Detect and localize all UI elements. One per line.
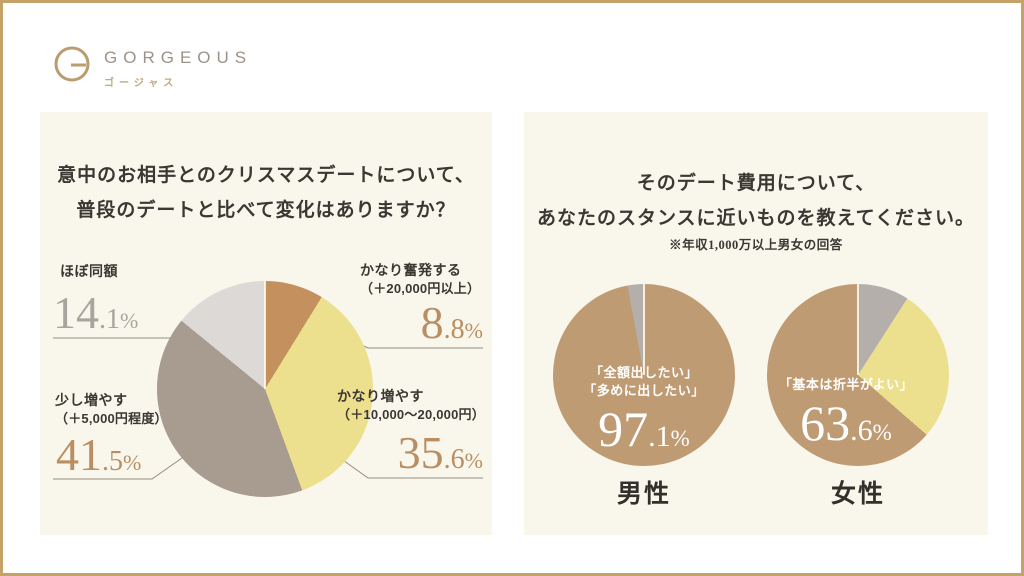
female-quote-line1: 「基本は折半がよい」 — [778, 377, 914, 392]
pie-slice-divider — [857, 284, 859, 375]
value-int: 41 — [56, 429, 102, 480]
right-title-line1: そのデート費用について、 — [636, 173, 876, 194]
callout-label: 少し増やす — [55, 392, 128, 408]
value-int: 14 — [53, 287, 99, 338]
value-int: 35 — [397, 427, 444, 478]
brand-logo: GORGEOUS ゴージャス — [52, 44, 252, 89]
callout-sublabel: （＋20,000円以上） — [360, 281, 481, 296]
christmas-date-change-panel: 意中のお相手とのクリスマスデートについて、 普段のデートと比べて変化はありますか… — [40, 112, 492, 535]
brand-name: GORGEOUS — [104, 48, 253, 67]
right-title-line2: あなたのスタンスに近いものを教えてください。 — [536, 208, 976, 229]
pie-slice-divider — [643, 284, 645, 375]
male-quote-line1: 「全額出したい」 — [589, 365, 698, 380]
value-unit: % — [670, 426, 690, 451]
value-int: 8 — [420, 297, 444, 348]
callout-same-amount-value: 14.1% — [53, 290, 138, 336]
left-title-line2: 普段のデートと比べて変化はありますか？ — [76, 200, 456, 221]
right-panel-title: そのデート費用について、 あなたのスタンスに近いものを教えてください。 — [524, 166, 988, 236]
male-caption: 男性 — [616, 480, 671, 508]
female-value: 63.6% — [755, 398, 937, 448]
value-int: 97 — [598, 401, 649, 457]
female-pie-labels: 「基本は折半がよい」 63.6% — [755, 376, 937, 448]
callout-label: かなり増やす — [337, 388, 424, 404]
male-value: 97.1% — [553, 404, 735, 454]
callout-same-amount: ほぼ同額 — [60, 262, 118, 281]
gorgeous-g-mark-icon — [54, 46, 90, 82]
date-cost-stance-panel: そのデート費用について、 あなたのスタンスに近いものを教えてください。 ※年収1… — [524, 112, 988, 535]
callout-increase-little-value: 41.5% — [56, 432, 141, 478]
female-stance-pie-chart — [767, 284, 949, 466]
callout-increase-much-value: 35.6% — [398, 430, 483, 476]
callout-sublabel: （＋10,000〜20,000円） — [337, 407, 485, 422]
value-unit: % — [464, 318, 483, 343]
value-int: 63 — [800, 395, 851, 451]
callout-increase-much: かなり増やす （＋10,000〜20,000円） — [337, 387, 485, 424]
value-dec: .1 — [99, 304, 120, 335]
brand-name-kana: ゴージャス — [104, 78, 179, 89]
value-dec: .1 — [648, 420, 671, 453]
value-unit: % — [123, 450, 142, 475]
male-stance-pie-chart — [553, 284, 735, 466]
value-dec: .5 — [102, 446, 123, 477]
male-quote-line2: 「多めに出したい」 — [583, 383, 705, 398]
male-pie-labels: 「全額出したい」 「多めに出したい」 97.1% — [553, 364, 735, 454]
callout-splurge-value: 8.8% — [421, 300, 483, 346]
left-panel-title: 意中のお相手とのクリスマスデートについて、 普段のデートと比べて変化はありますか… — [40, 158, 492, 228]
survey-note: ※年収1,000万以上男女の回答 — [669, 238, 843, 252]
callout-label: かなり奮発する — [360, 262, 462, 278]
value-unit: % — [464, 448, 483, 473]
callout-sublabel: （＋5,000円程度） — [55, 411, 168, 426]
callout-label: ほぼ同額 — [60, 263, 118, 279]
value-dec: .8 — [443, 314, 465, 345]
female-caption: 女性 — [830, 480, 885, 508]
pie-slice-divider — [264, 281, 266, 389]
callout-splurge: かなり奮発する （＋20,000円以上） — [360, 261, 480, 298]
left-title-line1: 意中のお相手とのクリスマスデートについて、 — [57, 165, 475, 186]
callout-increase-little: 少し増やす （＋5,000円程度） — [55, 391, 168, 428]
value-dec: .6 — [850, 414, 873, 447]
value-unit: % — [872, 420, 892, 445]
value-dec: .6 — [443, 444, 465, 475]
value-unit: % — [120, 308, 139, 333]
christmas-date-change-pie-chart — [157, 281, 373, 497]
